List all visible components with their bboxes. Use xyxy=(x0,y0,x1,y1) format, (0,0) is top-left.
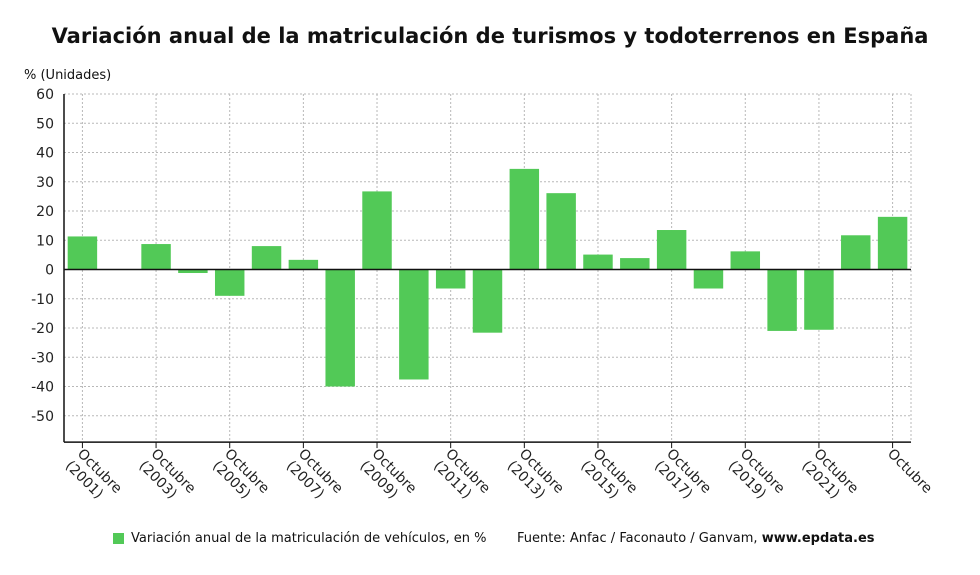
x-tick-label: Octubre(2017) xyxy=(651,446,714,509)
bar xyxy=(583,254,613,270)
source-credit: Fuente: Anfac / Faconauto / Ganvam, www.… xyxy=(517,531,875,546)
y-tick-label: -40 xyxy=(31,380,54,396)
y-tick-label: -10 xyxy=(31,292,54,308)
bar xyxy=(730,251,761,270)
x-tick-label: Octubre(2019) xyxy=(725,446,788,509)
chart-title: Variación anual de la matriculación de t… xyxy=(51,24,929,48)
x-tick-label: Octubre(2007) xyxy=(283,446,346,509)
source-text: Fuente: Anfac / Faconauto / Ganvam, xyxy=(517,531,762,546)
bar xyxy=(435,269,466,289)
x-tick-label: Octubre(2001) xyxy=(62,446,125,509)
bar xyxy=(877,216,908,270)
y-tick-label: -20 xyxy=(31,321,54,337)
bar xyxy=(620,258,650,270)
y-tick-label: -50 xyxy=(31,409,54,425)
source-site-link[interactable]: www.epdata.es xyxy=(761,531,875,546)
legend-label: Variación anual de la matriculación de v… xyxy=(131,531,487,546)
bar xyxy=(178,269,208,274)
x-tick-label: Octubre(2003) xyxy=(136,446,199,509)
x-tick-label: Octubre(2013) xyxy=(504,446,567,509)
x-tick-label: Octubre(2005) xyxy=(209,446,272,509)
bar xyxy=(693,269,724,289)
y-tick-label: 60 xyxy=(36,87,54,103)
legend-swatch xyxy=(113,533,124,544)
y-tick-label: 30 xyxy=(36,175,54,191)
bar xyxy=(67,236,98,270)
bar xyxy=(288,259,319,270)
bar xyxy=(251,246,282,270)
y-tick-label: 40 xyxy=(36,146,54,162)
bar xyxy=(546,193,576,270)
y-tick-label: 0 xyxy=(45,263,54,279)
y-tick-label: 10 xyxy=(36,233,54,249)
bar xyxy=(325,269,355,387)
legend: Variación anual de la matriculación de v… xyxy=(113,531,486,546)
x-tick-label: Octubre(2009) xyxy=(357,446,420,509)
bar xyxy=(141,244,171,270)
bar xyxy=(472,269,503,333)
x-tick-label: Octubre(2011) xyxy=(430,446,493,509)
bar xyxy=(362,191,392,270)
bar xyxy=(767,269,797,331)
x-tick-label: Octubre(2021) xyxy=(798,446,861,509)
bar xyxy=(509,168,540,270)
bar xyxy=(804,269,834,330)
bar xyxy=(399,269,429,380)
bar xyxy=(656,230,687,270)
x-tick-label: Octubre xyxy=(884,446,935,497)
y-tick-label: 20 xyxy=(36,204,54,220)
bar xyxy=(214,269,245,296)
bar xyxy=(841,235,871,270)
y-axis-label: % (Unidades) xyxy=(24,68,112,83)
y-tick-label: -30 xyxy=(31,350,54,366)
x-tick-label: Octubre(2015) xyxy=(577,446,640,509)
y-tick-label: 50 xyxy=(36,116,54,132)
